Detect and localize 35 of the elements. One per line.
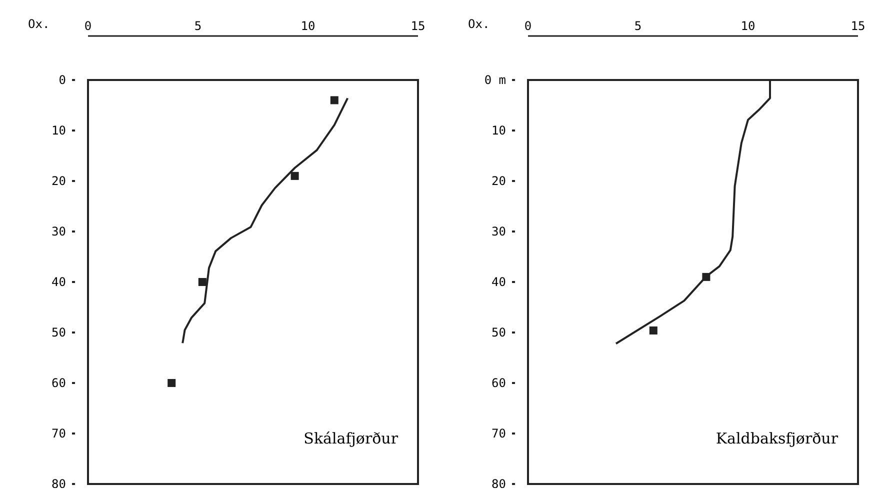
x-tick-label: 10 bbox=[740, 19, 756, 33]
y-tick-label: 0 m bbox=[484, 73, 506, 87]
y-tick-label: 60 bbox=[52, 376, 66, 390]
x-tick-label: 10 bbox=[300, 19, 316, 33]
text: Kaldbaksfjørður bbox=[716, 430, 839, 448]
y-tick-label: 70 bbox=[52, 426, 66, 440]
y-tick-label: 50 bbox=[492, 326, 506, 340]
text: Skálafjørður bbox=[304, 430, 399, 448]
y-tick-label: 30 bbox=[492, 224, 506, 238]
y-tick-label: 30 bbox=[52, 224, 66, 238]
y-tick-label: 20 bbox=[52, 174, 66, 188]
x-tick-label: 15 bbox=[850, 19, 866, 33]
x-axis-title: Ox. bbox=[468, 17, 490, 31]
x-tick-label: 5 bbox=[194, 19, 202, 33]
y-tick-label: 0 bbox=[58, 73, 66, 87]
y-tick-label: 10 bbox=[492, 124, 506, 138]
y-tick-label: 40 bbox=[492, 275, 506, 289]
point bbox=[168, 379, 176, 387]
y-tick-label: 80 bbox=[492, 477, 506, 491]
x-tick-label: 0 bbox=[84, 19, 92, 33]
line-series bbox=[182, 97, 349, 344]
point bbox=[330, 96, 338, 104]
y-tick-label: 40 bbox=[52, 275, 66, 289]
y-tick-label: 60 bbox=[492, 376, 506, 390]
point bbox=[198, 278, 206, 286]
x-axis-title: Ox. bbox=[28, 17, 50, 31]
y-tick-label: 10 bbox=[52, 124, 66, 138]
y-tick-label: 70 bbox=[492, 426, 506, 440]
y-tick-label: 20 bbox=[492, 174, 506, 188]
y-tick-label: 80 bbox=[52, 477, 66, 491]
point bbox=[290, 172, 299, 180]
x-tick-label: 5 bbox=[634, 19, 642, 33]
x-tick-label: 15 bbox=[410, 19, 426, 33]
y-tick-label: 50 bbox=[52, 326, 66, 340]
x-tick-label: 0 bbox=[524, 19, 532, 33]
